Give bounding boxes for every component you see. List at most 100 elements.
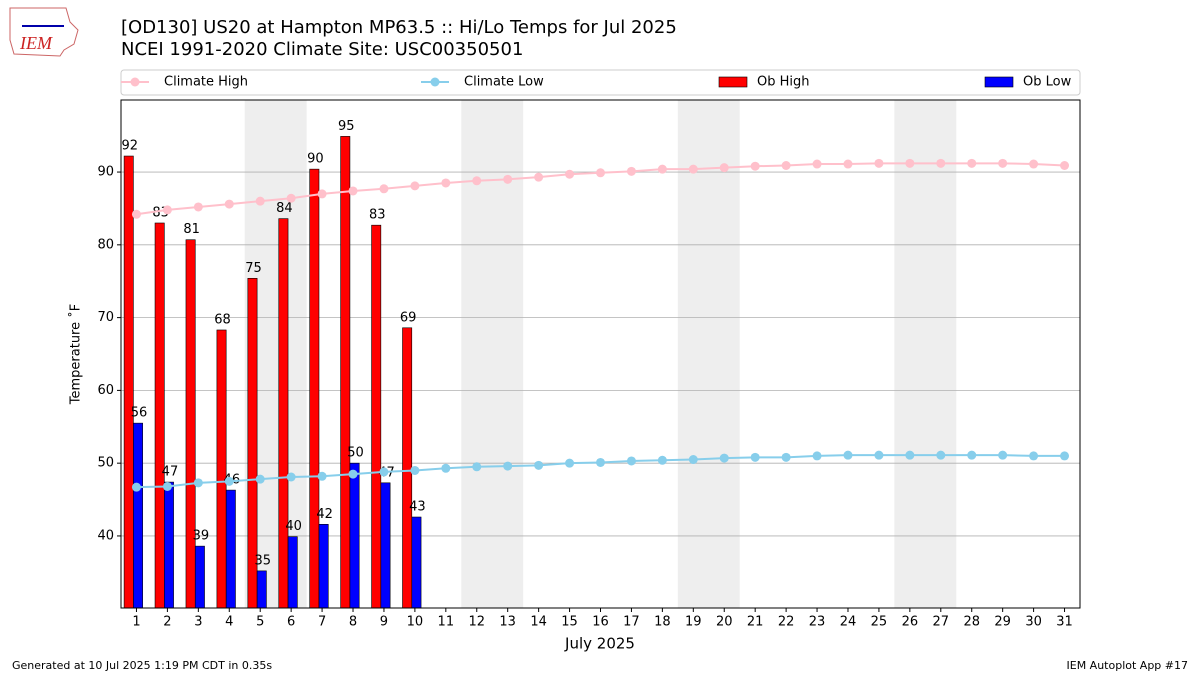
line-marker bbox=[688, 164, 698, 174]
logo-outline bbox=[9, 7, 79, 57]
x-tick-label: 18 bbox=[654, 615, 671, 630]
line-marker bbox=[936, 450, 946, 460]
line-marker bbox=[596, 168, 605, 178]
y-tick-label: 40 bbox=[97, 528, 114, 543]
x-tick-label: 23 bbox=[809, 615, 826, 630]
data-label: 40 bbox=[285, 519, 302, 534]
x-tick-label: 31 bbox=[1056, 615, 1073, 630]
data-label: 39 bbox=[193, 529, 210, 544]
bar bbox=[225, 489, 236, 609]
line-marker bbox=[905, 450, 915, 460]
line-marker bbox=[503, 174, 513, 184]
line-marker bbox=[843, 159, 853, 169]
data-label: 83 bbox=[369, 208, 386, 223]
legend-marker bbox=[430, 77, 440, 87]
line-marker bbox=[812, 451, 822, 461]
data-label: 84 bbox=[276, 201, 293, 216]
line-marker bbox=[750, 161, 760, 171]
bar bbox=[380, 482, 391, 609]
line-marker bbox=[781, 161, 791, 171]
line-marker bbox=[626, 166, 636, 176]
x-tick-label: 2 bbox=[163, 615, 171, 630]
weekend-shade bbox=[461, 100, 524, 608]
plot-frame bbox=[120, 99, 1081, 609]
x-tick-label: 30 bbox=[1025, 615, 1042, 630]
line-marker bbox=[1060, 161, 1070, 171]
x-tick-label: 16 bbox=[592, 615, 609, 630]
data-label: 43 bbox=[409, 500, 426, 515]
line-marker bbox=[1029, 451, 1039, 461]
data-label: 42 bbox=[316, 507, 333, 522]
line-marker bbox=[905, 158, 915, 168]
bar bbox=[256, 570, 267, 609]
line-marker bbox=[286, 193, 296, 203]
data-label: 68 bbox=[214, 312, 231, 327]
line-marker bbox=[534, 460, 544, 470]
data-label: 75 bbox=[245, 261, 262, 276]
line-marker bbox=[441, 463, 451, 473]
bar bbox=[278, 218, 289, 609]
data-label: 69 bbox=[400, 310, 417, 325]
x-tick-label: 29 bbox=[994, 615, 1011, 630]
x-tick-label: 1 bbox=[132, 615, 140, 630]
data-label: 35 bbox=[254, 553, 271, 568]
x-tick-label: 21 bbox=[747, 615, 764, 630]
x-tick-label: 24 bbox=[840, 615, 857, 630]
x-tick-label: 4 bbox=[225, 615, 233, 630]
line-marker bbox=[379, 467, 389, 477]
bar bbox=[133, 422, 143, 609]
x-tick-label: 10 bbox=[407, 615, 424, 630]
legend-swatch bbox=[718, 76, 748, 88]
line-marker bbox=[626, 456, 636, 466]
legend-label: Climate High bbox=[164, 75, 248, 90]
line-marker bbox=[317, 471, 327, 481]
line-marker bbox=[843, 450, 853, 460]
line-marker bbox=[781, 452, 791, 462]
line-marker bbox=[967, 158, 977, 168]
x-tick-label: 9 bbox=[380, 615, 388, 630]
line-marker bbox=[998, 450, 1008, 460]
bar bbox=[318, 524, 329, 609]
x-tick-label: 3 bbox=[194, 615, 202, 630]
legend-label: Ob High bbox=[757, 75, 810, 90]
line-marker bbox=[348, 186, 358, 196]
x-tick-label: 27 bbox=[933, 615, 950, 630]
line-marker bbox=[657, 455, 667, 465]
x-tick-label: 11 bbox=[438, 615, 455, 630]
y-tick-label: 70 bbox=[97, 310, 114, 325]
footer-left: Generated at 10 Jul 2025 1:19 PM CDT in … bbox=[12, 659, 272, 672]
legend-swatch bbox=[984, 76, 1014, 88]
bar bbox=[371, 224, 382, 609]
line-marker bbox=[131, 482, 141, 492]
bar bbox=[164, 481, 174, 609]
line-marker bbox=[967, 450, 977, 460]
line-marker bbox=[410, 465, 420, 475]
bar bbox=[123, 155, 134, 609]
line-marker bbox=[534, 172, 544, 182]
x-tick-label: 19 bbox=[685, 615, 702, 630]
line-marker bbox=[1060, 451, 1070, 461]
line-marker bbox=[162, 205, 172, 215]
line-marker bbox=[224, 476, 234, 486]
line-marker bbox=[936, 158, 946, 168]
line-marker bbox=[812, 159, 822, 169]
line-marker bbox=[472, 176, 482, 186]
bar bbox=[309, 168, 320, 609]
chart-title: [OD130] US20 at Hampton MP63.5 :: Hi/Lo … bbox=[121, 17, 677, 38]
bar bbox=[287, 536, 298, 609]
line-marker bbox=[472, 462, 482, 472]
bar bbox=[340, 136, 351, 609]
x-tick-label: 14 bbox=[530, 615, 547, 630]
data-label: 50 bbox=[347, 446, 364, 461]
line-marker bbox=[224, 199, 234, 209]
data-label: 56 bbox=[131, 406, 148, 421]
x-tick-label: 6 bbox=[287, 615, 295, 630]
legend-box bbox=[120, 69, 1081, 96]
data-label: 90 bbox=[307, 152, 324, 167]
line-marker bbox=[131, 209, 141, 219]
line-marker bbox=[688, 455, 698, 465]
chart-subtitle: NCEI 1991-2020 Climate Site: USC00350501 bbox=[121, 39, 523, 60]
bar bbox=[194, 545, 205, 609]
legend-label: Ob Low bbox=[1023, 75, 1072, 90]
